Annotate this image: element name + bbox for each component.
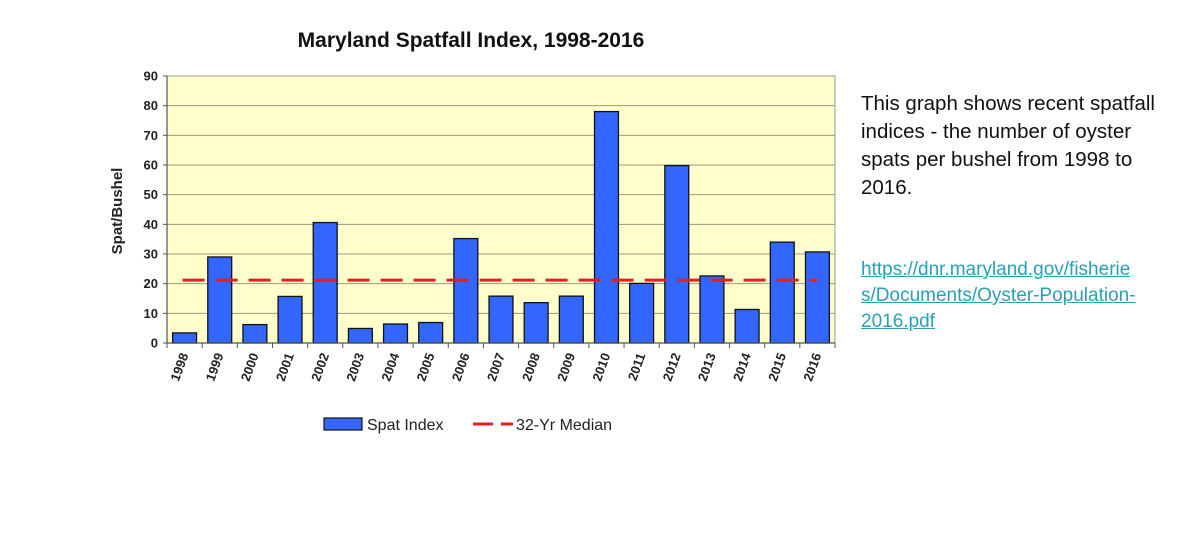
bar-2014 [734,308,760,344]
bar-2000 [242,323,268,344]
x-tick-label: 2014 [730,350,754,383]
x-tick-label: 2000 [238,351,262,383]
bar-2016 [804,251,831,344]
axes [166,76,835,344]
x-tick-label: 2004 [378,350,402,383]
y-tick-label: 30 [144,247,158,262]
x-tick-label: 1998 [167,351,191,383]
y-tick-label: 50 [144,187,158,202]
bar-2015 [769,241,795,344]
x-axis-ticks: 1998 1999 2000 2001 2002 2003 2004 2005 2006 2007… [166,343,836,383]
bar-2011 [629,282,655,344]
x-tick-label: 2002 [308,351,332,383]
y-tick-label: 60 [144,158,158,173]
x-tick-label: 1999 [203,351,227,383]
bar-2007 [488,295,514,344]
bar-2004 [382,323,409,344]
x-tick-label: 2011 [625,351,649,383]
bar-2009 [558,295,584,344]
x-tick-label: 2009 [554,351,578,383]
x-tick-label: 2007 [484,351,508,383]
spatfall-bar-chart: Maryland Spatfall Index, 1998-2016 0 10 20… [109,29,836,434]
bar-2002 [312,221,338,344]
legend-label-spat-index: Spat Index [367,417,444,434]
y-tick-label: 70 [144,128,158,143]
bar-2008 [523,302,549,344]
y-axis-ticks: 0 10 20 30 40 50 60 70 80 90 [144,69,167,351]
y-tick-label: 80 [144,98,158,113]
bar-2003 [347,327,373,344]
chart-description: This graph shows recent spatfall indices… [861,92,1155,199]
x-tick-label: 2001 [273,351,297,383]
source-link[interactable]: https://dnr.maryland.gov/fisheries/Docum… [861,259,1136,332]
y-tick-label: 0 [151,336,158,351]
x-tick-label: 2003 [343,351,367,383]
x-tick-label: 2008 [519,351,543,383]
y-tick-label: 40 [144,217,158,232]
legend-swatch-spat-index [323,417,363,431]
bar-2005 [418,321,444,344]
bar-1998 [171,332,198,344]
bar-2001 [277,295,303,344]
y-tick-label: 20 [144,276,158,291]
legend: Spat Index 32-Yr Median [323,417,612,434]
y-tick-label: 10 [144,306,158,321]
bar-2012 [664,164,690,344]
x-tick-label: 2006 [449,351,473,383]
y-tick-label: 90 [144,69,158,84]
bar-1999 [207,256,233,344]
legend-label-median: 32-Yr Median [516,417,612,434]
x-tick-label: 2010 [589,351,613,383]
bar-2010 [593,110,620,344]
bar-2013 [699,275,725,344]
x-tick-label: 2012 [660,351,684,383]
bar-2006 [453,237,479,344]
x-tick-label: 2016 [800,351,824,383]
chart-title: Maryland Spatfall Index, 1998-2016 [298,29,645,52]
x-tick-label: 2005 [414,351,438,383]
y-axis-label: Spat/Bushel [109,168,126,255]
x-tick-label: 2013 [695,351,719,383]
x-tick-label: 2015 [765,351,789,383]
bars [171,110,831,344]
